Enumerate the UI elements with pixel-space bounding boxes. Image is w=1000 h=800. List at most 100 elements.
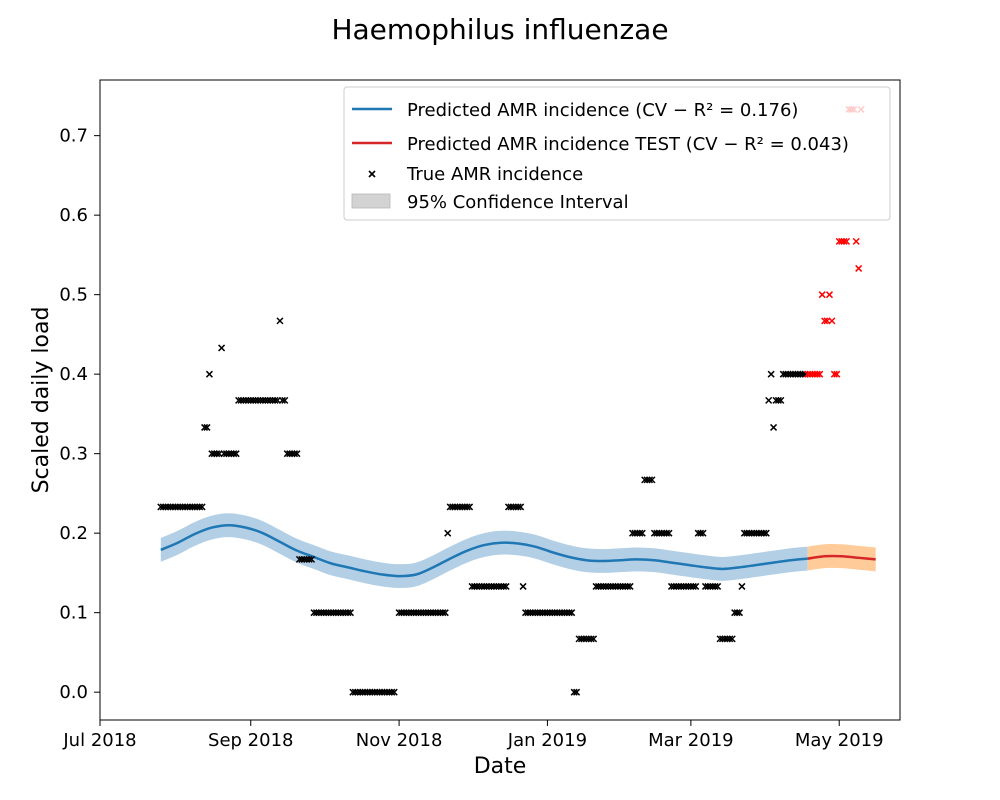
true-incidence-marker xyxy=(570,688,578,696)
test-prediction-line xyxy=(807,554,876,561)
true-incidence-marker xyxy=(276,317,284,325)
true-incidence-test-marker xyxy=(842,237,851,245)
true-incidence-test-marker xyxy=(840,237,848,245)
y-tick-label: 0.6 xyxy=(59,205,88,226)
true-incidence-marker xyxy=(765,396,773,404)
true-incidence-marker xyxy=(290,450,299,458)
true-incidence-marker xyxy=(735,609,744,617)
test-ci-band xyxy=(807,544,876,572)
x-tick-label: Jan 2019 xyxy=(507,730,587,751)
true-incidence-marker xyxy=(692,582,700,590)
true-incidence-marker xyxy=(444,529,452,537)
true-incidence-marker xyxy=(281,396,289,404)
true-incidence-marker xyxy=(201,423,209,431)
y-tick-label: 0.0 xyxy=(59,682,88,703)
y-tick-label: 0.3 xyxy=(59,444,88,465)
true-incidence-marker xyxy=(308,555,316,563)
true-incidence-marker xyxy=(271,396,279,404)
true-incidence-marker xyxy=(714,582,722,590)
true-incidence-marker xyxy=(699,529,707,537)
true-incidence-marker xyxy=(697,529,705,537)
true-incidence-marker xyxy=(346,609,354,617)
y-tick-label: 0.7 xyxy=(59,126,88,147)
true-incidence-marker xyxy=(463,503,471,511)
true-incidence-test-marker xyxy=(816,370,824,378)
true-incidence-marker xyxy=(767,370,775,378)
true-incidence-marker xyxy=(587,635,595,643)
true-incidence-marker xyxy=(514,503,522,511)
x-tick-label: Sep 2018 xyxy=(208,730,293,751)
true-incidence-marker xyxy=(636,529,644,537)
true-incidence-marker xyxy=(390,688,398,696)
true-incidence-marker xyxy=(728,635,736,643)
x-tick-label: Nov 2018 xyxy=(356,730,443,751)
true-incidence-marker xyxy=(218,344,226,352)
true-incidence-marker xyxy=(663,529,671,537)
true-incidence-test-marker xyxy=(852,237,860,245)
confidence-bands xyxy=(160,513,876,589)
legend: Predicted AMR incidence (CV − R² = 0.176… xyxy=(343,86,891,221)
y-tick-label: 0.2 xyxy=(59,523,88,544)
x-axis: Jul 2018 Sep 2018 Nov 2018 Jan 2019 Mar 2019… xyxy=(62,720,884,751)
predicted-ci-band xyxy=(160,513,808,589)
true-incidence-marker xyxy=(646,476,654,484)
predicted-line xyxy=(160,523,808,578)
true-incidence-marker xyxy=(726,635,734,643)
legend-label-predicted: Predicted AMR incidence (CV − R² = 0.176… xyxy=(407,100,798,121)
x-tick-label: Jul 2018 xyxy=(62,730,136,751)
true-incidence-test-marker xyxy=(813,370,821,378)
prediction-lines xyxy=(160,523,876,578)
true-incidence-test-marker xyxy=(828,317,836,325)
true-incidence-marker xyxy=(441,609,449,617)
true-incidence-marker xyxy=(774,396,782,404)
true-incidence-marker xyxy=(777,396,785,404)
legend-frame xyxy=(343,86,891,221)
true-incidence-marker xyxy=(388,688,396,696)
true-incidence-marker xyxy=(203,423,211,431)
true-incidence-marker xyxy=(568,609,576,617)
true-incidence-test-marker xyxy=(833,370,841,378)
true-incidence-marker xyxy=(517,503,525,511)
legend-swatch-ci xyxy=(351,193,391,209)
legend-label-ci: 95% Confidence Interval xyxy=(407,192,629,213)
true-incidence-marker xyxy=(344,609,352,617)
chart-title: Haemophilus influenzae xyxy=(331,13,668,46)
true-incidence-marker xyxy=(573,688,581,696)
true-incidence-marker xyxy=(293,450,301,458)
true-incidence-marker xyxy=(624,582,632,590)
y-axis: 0.0 0.1 0.2 0.3 0.4 0.5 0.6 0.7 xyxy=(59,126,100,703)
true-incidence-marker xyxy=(500,582,508,590)
legend-label-test: Predicted AMR incidence TEST (CV − R² = … xyxy=(407,134,849,155)
true-incidence-marker xyxy=(198,503,206,511)
true-incidence-test-marker xyxy=(821,317,829,325)
y-axis-label: Scaled daily load xyxy=(29,307,54,494)
true-incidence-marker xyxy=(519,582,527,590)
true-incidence-marker xyxy=(711,582,719,590)
x-tick-label: Mar 2019 xyxy=(648,730,734,751)
true-incidence-marker xyxy=(305,555,313,563)
true-incidence-test-marker xyxy=(855,264,863,272)
true-incidence-marker xyxy=(205,370,213,378)
true-incidence-marker xyxy=(760,529,768,537)
y-tick-label: 0.1 xyxy=(59,603,88,624)
true-incidence-marker xyxy=(232,450,240,458)
true-incidence-marker xyxy=(648,476,656,484)
true-incidence-marker xyxy=(278,396,286,404)
y-tick-label: 0.5 xyxy=(59,285,88,306)
true-incidence-marker xyxy=(439,609,447,617)
true-incidence-test-marker xyxy=(818,291,826,299)
legend-swatch-true-marker xyxy=(368,170,376,178)
true-incidence-marker xyxy=(733,609,741,617)
true-incidence-marker xyxy=(689,582,697,590)
true-incidence-marker xyxy=(665,529,673,537)
true-incidence-marker xyxy=(565,609,573,617)
true-incidence-marker xyxy=(590,635,598,643)
true-incidence-marker xyxy=(466,503,474,511)
true-incidence-marker xyxy=(638,529,646,537)
true-incidence-marker xyxy=(230,450,238,458)
plot-area-frame xyxy=(99,79,901,721)
true-incidence-marker xyxy=(213,450,221,458)
true-incidence-test-marker xyxy=(825,291,834,299)
legend-label-true: True AMR incidence xyxy=(406,164,583,185)
